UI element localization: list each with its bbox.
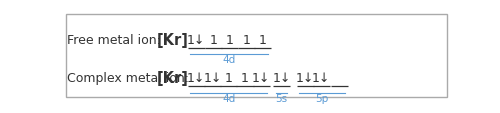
Text: 1: 1 bbox=[242, 33, 250, 46]
Text: Free metal ion:: Free metal ion: bbox=[67, 33, 161, 46]
Text: 1↓: 1↓ bbox=[296, 72, 314, 84]
Text: 1: 1 bbox=[226, 33, 234, 46]
Text: 1: 1 bbox=[258, 33, 266, 46]
Text: [Kr]: [Kr] bbox=[157, 32, 189, 47]
Text: 1: 1 bbox=[210, 33, 218, 46]
Text: Complex metal ion:: Complex metal ion: bbox=[67, 72, 189, 84]
Text: 1↓: 1↓ bbox=[204, 72, 222, 84]
Text: 1↓: 1↓ bbox=[187, 33, 206, 46]
Text: 1↓: 1↓ bbox=[252, 72, 270, 84]
Text: 1↓: 1↓ bbox=[272, 72, 290, 84]
Text: 4d: 4d bbox=[222, 93, 235, 103]
Text: 1↓: 1↓ bbox=[187, 72, 206, 84]
Text: 1: 1 bbox=[225, 72, 232, 84]
Text: 4d: 4d bbox=[222, 55, 236, 65]
Text: [Kr]: [Kr] bbox=[157, 71, 189, 85]
FancyBboxPatch shape bbox=[66, 15, 447, 97]
Text: 5p: 5p bbox=[315, 93, 328, 103]
Text: 1↓: 1↓ bbox=[312, 72, 330, 84]
Text: 5s: 5s bbox=[276, 93, 287, 103]
Text: 1: 1 bbox=[241, 72, 249, 84]
